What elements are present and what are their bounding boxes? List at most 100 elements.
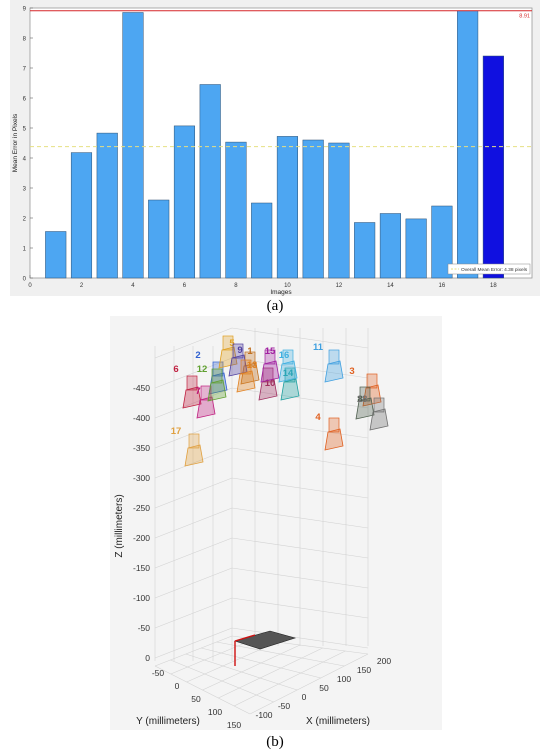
bar-image-4: [122, 12, 144, 279]
y-tick-label: 150: [227, 720, 241, 730]
grid-line: [170, 638, 255, 675]
camera-label-13: 13: [247, 360, 258, 371]
bar-image-14: [379, 213, 401, 279]
figure-background: [110, 316, 442, 730]
x-tick-label: 0: [28, 283, 32, 289]
camera-body-12: [211, 368, 223, 384]
legend-box: [447, 263, 531, 275]
camera-frustum-16: [278, 360, 298, 383]
x-tick-label: 16: [439, 283, 446, 289]
camera-label-11: 11: [313, 342, 324, 353]
camera-frustum-11: [324, 360, 344, 383]
x-tick-label: -50: [278, 701, 291, 711]
camera-body-18: [373, 397, 385, 413]
camera-frustum-17: [184, 444, 204, 467]
camera-label-10: 10: [265, 378, 276, 389]
camera-body-7: [200, 385, 212, 401]
camera-label-16: 16: [279, 350, 290, 361]
y-tick-label: 8: [23, 37, 27, 43]
camera-frustum-7: [196, 396, 216, 419]
camera-frustum-13: [236, 370, 256, 393]
x-tick-label: 10: [284, 283, 291, 289]
camera-frustum-1: [240, 362, 260, 385]
camera-body-3: [366, 373, 378, 389]
y-tick-label: 9: [23, 7, 27, 13]
camera-label-18: 18: [357, 394, 368, 405]
camera-label-17: 17: [171, 426, 182, 437]
z-tick-label: -400: [133, 413, 150, 423]
camera-body-11: [328, 349, 340, 365]
y-axis-label: Y (millimeters): [136, 716, 200, 727]
camera-body-9: [232, 343, 244, 359]
z-tick-label: -200: [133, 533, 150, 543]
bar-image-3: [96, 132, 118, 279]
camera-frustum-4: [324, 428, 344, 451]
x-tick-label: -100: [255, 710, 272, 720]
grid-line: [249, 653, 369, 715]
bar-image-17: [457, 10, 479, 279]
z-tick-label: -450: [133, 383, 150, 393]
grid-line: [218, 647, 323, 699]
camera-body-6: [186, 375, 198, 391]
bar-image-12: [328, 142, 350, 279]
bar-image-8: [225, 141, 247, 279]
camera-label-2: 2: [195, 350, 200, 361]
caption-b: (b): [266, 734, 284, 750]
camera-label-8: 8: [357, 394, 362, 405]
bar-image-6: [173, 125, 196, 279]
camera-label-1: 1: [247, 346, 253, 357]
camera-frustum-8: [355, 397, 375, 420]
camera-body-8: [359, 386, 371, 402]
camera-frustum-15: [260, 360, 280, 383]
grid-line: [154, 627, 233, 659]
x-tick-label: 14: [387, 283, 394, 289]
camera-body-10: [262, 367, 274, 383]
camera-label-14: 14: [283, 368, 294, 379]
world-x-axis: [234, 634, 256, 642]
y-tick-label: 1: [23, 247, 27, 253]
x-axis-label: Images: [270, 289, 292, 296]
y-tick-label: 50: [191, 694, 201, 704]
grid-line: [154, 387, 233, 419]
camera-label-9: 9: [237, 345, 242, 356]
camera-label-4: 4: [315, 412, 321, 423]
bar-image-9: [251, 202, 273, 279]
grid-line: [154, 567, 233, 599]
y-tick-label: 2: [23, 217, 27, 223]
grid-line: [154, 477, 233, 509]
checkerboard-pattern: [233, 630, 297, 650]
z-tick-label: -150: [133, 563, 150, 573]
bar-image-13: [354, 222, 376, 279]
grid-line: [154, 417, 233, 449]
grid-line: [154, 537, 233, 569]
y-tick-label: -50: [152, 668, 165, 678]
x-tick-label: 0: [302, 692, 307, 702]
y-tick-label: 5: [23, 127, 27, 133]
caption-a: (a): [266, 298, 284, 314]
bar-image-10: [276, 136, 298, 279]
y-tick-label: 6: [23, 97, 27, 103]
bar-image-5: [148, 199, 170, 279]
y-tick-label: 100: [208, 707, 222, 717]
camera-label-12: 12: [197, 364, 208, 375]
y-tick-label: 0: [23, 277, 27, 283]
camera-label-3: 3: [349, 366, 354, 377]
legend-entry: Overall Mean Error: 4.38 pixels: [461, 267, 528, 273]
x-tick-label: 100: [337, 674, 351, 684]
camera-frustum-6: [182, 386, 202, 409]
grid-line: [154, 447, 233, 479]
y-tick-label: 0: [175, 681, 180, 691]
camera-body-15: [264, 349, 276, 365]
camera-frustum-5: [218, 346, 238, 369]
y-tick-label: 4: [23, 157, 27, 163]
bar-image-2: [70, 152, 93, 279]
camera-label-5: 5: [229, 338, 235, 349]
z-tick-label: 0: [145, 653, 150, 663]
x-tick-label: 12: [336, 283, 343, 289]
camera-body-5: [222, 335, 234, 351]
camera-frustum-12: [207, 379, 227, 402]
camera-frustum-14: [280, 378, 300, 401]
grid-line: [186, 641, 278, 683]
y-tick-label: 7: [23, 67, 27, 73]
